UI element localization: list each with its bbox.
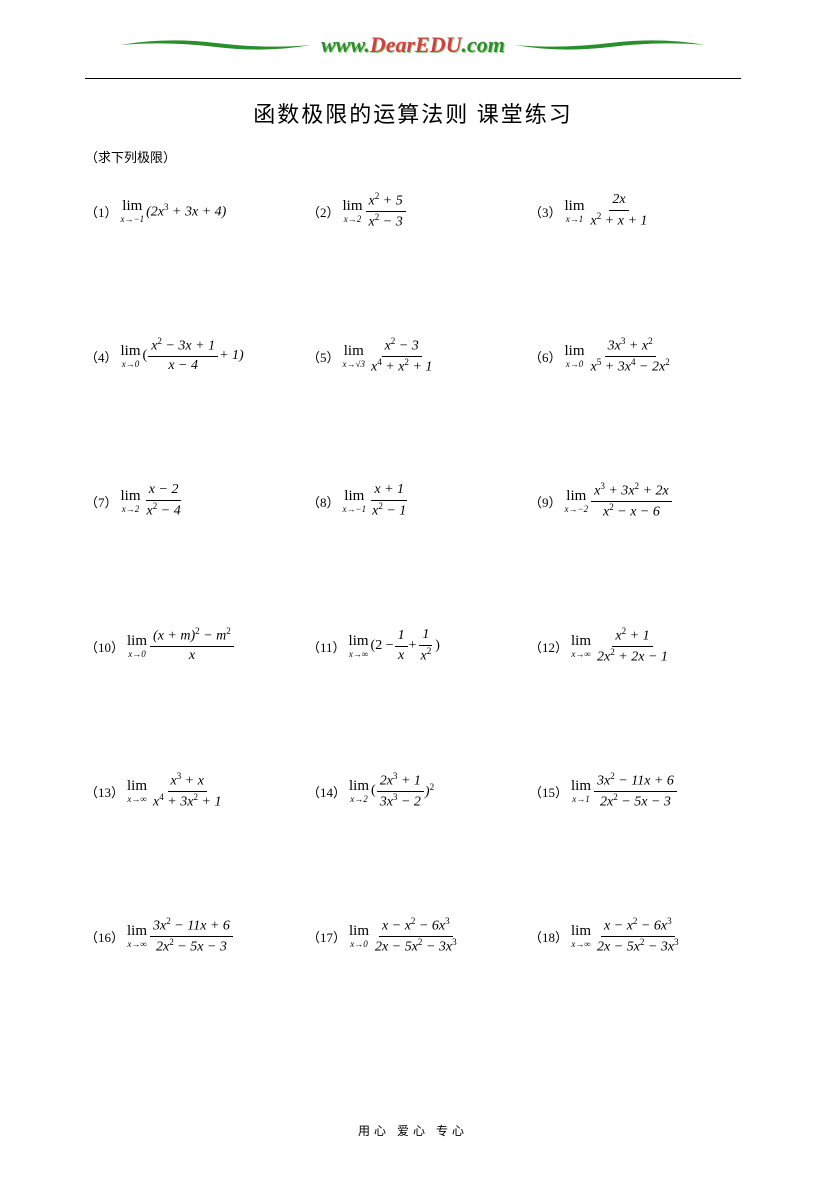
problem-9: （9）limx→−2x3 + 3x2 + 2xx2 − x − 6 [529, 476, 741, 526]
problem-number: （14） [307, 782, 346, 801]
fraction-1: 1x [395, 627, 408, 664]
problem-13: （13）limx→∞x3 + xx4 + 3x2 + 1 [85, 766, 297, 816]
limit-notation: limx→∞ [127, 779, 147, 804]
fraction: x2 − 3x + 1x − 4 [148, 336, 218, 375]
problems-grid: （1）limx→−1(2x3 + 3x + 4)（2）limx→2x2 + 5x… [85, 186, 741, 961]
problem-11: （11）limx→∞(2 − 1x + 1x2) [307, 621, 519, 671]
limit-notation: limx→∞ [571, 924, 591, 949]
problem-16: （16）limx→∞3x2 − 11x + 62x2 − 5x − 3 [85, 911, 297, 961]
subtitle: （求下列极限） [85, 147, 741, 166]
problem-7: （7）limx→2x − 2x2 − 4 [85, 476, 297, 526]
fraction: x − x2 − 6x32x − 5x2 − 3x3 [594, 916, 682, 957]
close-paren: ) [435, 638, 440, 654]
limit-notation: limx→2 [121, 489, 141, 514]
fraction: 3x2 − 11x + 62x2 − 5x − 3 [150, 916, 233, 957]
problem-2: （2）limx→2x2 + 5x2 − 3 [307, 186, 519, 236]
close-paren: )2 [425, 782, 434, 801]
fraction: x2 − 3x4 + x2 + 1 [368, 336, 435, 377]
fraction: x − x2 − 6x32x − 5x2 − 3x3 [372, 916, 460, 957]
fraction: 3x2 − 11x + 62x2 − 5x − 3 [594, 771, 677, 812]
limit-notation: limx→2 [343, 199, 363, 224]
fraction: 2x3 + 13x3 − 2 [377, 771, 424, 812]
problem-1: （1）limx→−1(2x3 + 3x + 4) [85, 186, 297, 236]
problem-8: （8）limx→−1x + 1x2 − 1 [307, 476, 519, 526]
problem-number: （17） [307, 927, 346, 946]
fraction: x3 + 3x2 + 2xx2 − x − 6 [591, 481, 672, 522]
banner-leaf-left [116, 35, 316, 55]
limit-notation: limx→0 [565, 344, 585, 369]
problem-number: （1） [85, 202, 118, 221]
banner-url: www.DearEDU.com [321, 32, 505, 58]
problem-18: （18）limx→∞x − x2 − 6x32x − 5x2 − 3x3 [529, 911, 741, 961]
header-banner: www.DearEDU.com [0, 20, 826, 70]
problem-3: （3）limx→12xx2 + x + 1 [529, 186, 741, 236]
problem-number: （6） [529, 347, 562, 366]
problem-17: （17）limx→0x − x2 − 6x32x − 5x2 − 3x3 [307, 911, 519, 961]
limit-notation: limx→∞ [571, 634, 591, 659]
expression: (2x3 + 3x + 4) [146, 202, 226, 221]
fraction: (x + m)2 − m2x [150, 626, 234, 665]
fraction: x + 1x2 − 1 [369, 481, 409, 520]
limit-notation: limx→0 [127, 634, 147, 659]
limit-notation: limx→−1 [121, 199, 145, 224]
banner-main: DearEDU [370, 32, 462, 57]
fraction-2: 1x2 [418, 626, 435, 665]
problem-6: （6）limx→03x3 + x2x5 + 3x4 − 2x2 [529, 331, 741, 381]
fraction: x − 2x2 − 4 [144, 481, 184, 520]
problem-12: （12）limx→∞x2 + 12x2 + 2x − 1 [529, 621, 741, 671]
page-title: 函数极限的运算法则 课堂练习 [85, 97, 741, 129]
banner-suffix: .com [462, 32, 505, 57]
open-paren: (2 − [371, 638, 394, 654]
limit-notation: limx→−2 [565, 489, 589, 514]
limit-notation: limx→2 [349, 779, 369, 804]
divider-line [85, 78, 741, 79]
problem-10: （10）limx→0(x + m)2 − m2x [85, 621, 297, 671]
limit-notation: limx→√3 [343, 344, 365, 369]
problem-14: （14）limx→2(2x3 + 13x3 − 2)2 [307, 766, 519, 816]
problem-number: （8） [307, 492, 340, 511]
problem-5: （5）limx→√3x2 − 3x4 + x2 + 1 [307, 331, 519, 381]
problem-number: （2） [307, 202, 340, 221]
problem-number: （10） [85, 637, 124, 656]
fraction: x2 + 12x2 + 2x − 1 [594, 626, 671, 667]
limit-notation: limx→1 [565, 199, 585, 224]
fraction: 2xx2 + x + 1 [588, 191, 651, 230]
problem-number: （5） [307, 347, 340, 366]
mid-op: + [409, 638, 417, 654]
page-footer: 用心 爱心 专心 [0, 1122, 826, 1139]
problem-number: （18） [529, 927, 568, 946]
fraction: x3 + xx4 + 3x2 + 1 [150, 771, 224, 812]
problem-number: （12） [529, 637, 568, 656]
problem-number: （3） [529, 202, 562, 221]
problem-number: （7） [85, 492, 118, 511]
limit-notation: limx→−1 [343, 489, 367, 514]
limit-notation: limx→∞ [349, 634, 369, 659]
problem-number: （16） [85, 927, 124, 946]
banner-leaf-right [510, 35, 710, 55]
close-paren: + 1) [219, 348, 244, 364]
page-container: 函数极限的运算法则 课堂练习 （求下列极限） （1）limx→−1(2x3 + … [0, 78, 826, 961]
problem-number: （4） [85, 347, 118, 366]
problem-15: （15）limx→13x2 − 11x + 62x2 − 5x − 3 [529, 766, 741, 816]
problem-4: （4）limx→0(x2 − 3x + 1x − 4 + 1) [85, 331, 297, 381]
open-paren: ( [371, 783, 376, 799]
problem-number: （13） [85, 782, 124, 801]
problem-number: （15） [529, 782, 568, 801]
problem-number: （11） [307, 637, 346, 656]
limit-notation: limx→1 [571, 779, 591, 804]
limit-notation: limx→0 [121, 344, 141, 369]
open-paren: ( [143, 348, 148, 364]
banner-prefix: www. [321, 32, 370, 57]
problem-number: （9） [529, 492, 562, 511]
fraction: x2 + 5x2 − 3 [366, 191, 406, 232]
limit-notation: limx→0 [349, 924, 369, 949]
fraction: 3x3 + x2x5 + 3x4 − 2x2 [588, 336, 673, 377]
limit-notation: limx→∞ [127, 924, 147, 949]
